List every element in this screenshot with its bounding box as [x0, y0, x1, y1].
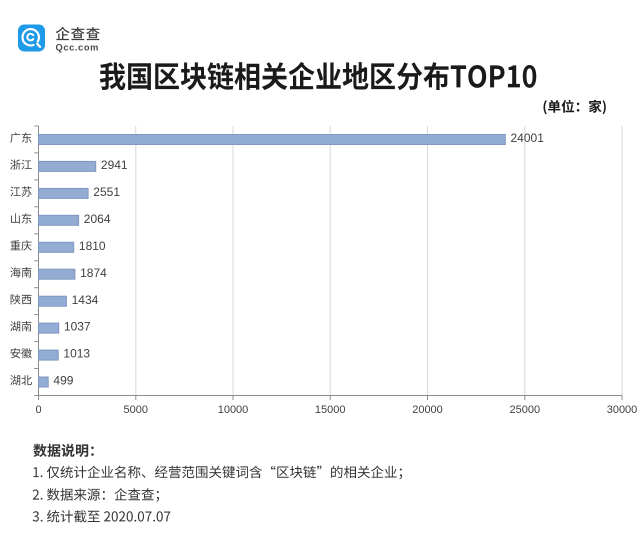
svg-text:1434: 1434: [72, 293, 99, 307]
svg-text:2551: 2551: [93, 185, 120, 199]
svg-text:24001: 24001: [511, 131, 545, 145]
svg-text:10000: 10000: [218, 404, 249, 416]
svg-text:1874: 1874: [80, 266, 107, 280]
svg-text:2064: 2064: [84, 212, 111, 226]
svg-text:1810: 1810: [79, 239, 106, 253]
svg-text:15000: 15000: [315, 404, 346, 416]
svg-text:25000: 25000: [510, 404, 541, 416]
svg-text:2941: 2941: [101, 158, 128, 172]
svg-text:0: 0: [35, 404, 41, 416]
svg-text:1013: 1013: [63, 347, 90, 361]
svg-text:1037: 1037: [64, 320, 91, 334]
svg-text:5000: 5000: [124, 404, 148, 416]
svg-text:20000: 20000: [412, 404, 443, 416]
svg-text:Qcc.com: Qcc.com: [56, 42, 99, 52]
svg-text:499: 499: [53, 374, 73, 388]
svg-text:30000: 30000: [607, 404, 638, 416]
